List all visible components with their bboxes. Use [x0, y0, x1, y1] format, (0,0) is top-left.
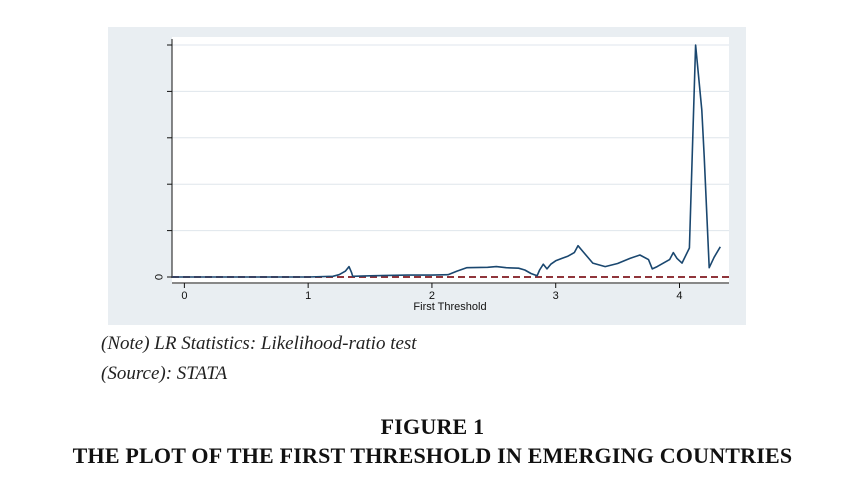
figure-title: THE PLOT OF THE FIRST THRESHOLD IN EMERG…	[72, 443, 793, 468]
axes: 0 0 1 2 3 4	[152, 39, 729, 302]
gridlines	[172, 44, 729, 232]
x-tick-label-1: 1	[305, 290, 311, 302]
data-marks	[172, 44, 729, 278]
threshold-line-chart: 0 0 1 2 3 4 First Threshold	[152, 37, 729, 313]
x-tick-label-0: 0	[181, 290, 187, 302]
source-line: (Source): STATA	[101, 363, 228, 384]
chart-panel: 0 0 1 2 3 4 First Threshold	[108, 27, 746, 325]
series-line-0	[172, 44, 721, 278]
x-tick-label-2: 2	[429, 290, 435, 302]
note-line: (Note) LR Statistics: Likelihood-ratio t…	[101, 333, 417, 354]
x-tick-label-3: 3	[553, 290, 559, 302]
x-axis-title: First Threshold	[413, 301, 486, 313]
figure-label: FIGURE 1	[380, 414, 485, 439]
x-tick-label-4: 4	[676, 290, 682, 302]
plot-area	[172, 37, 729, 284]
y-tick-label: 0	[152, 274, 164, 280]
